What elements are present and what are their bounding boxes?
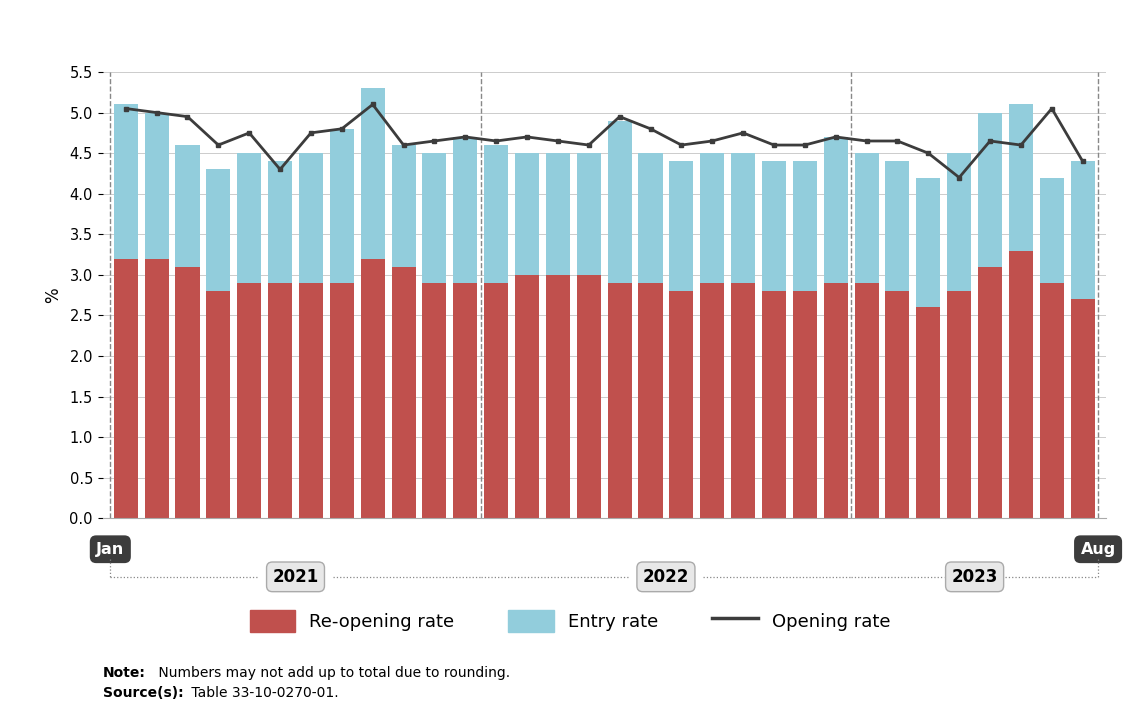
Text: Numbers may not add up to total due to rounding.: Numbers may not add up to total due to r… [154, 667, 510, 680]
Bar [731, 283, 755, 518]
Bar [206, 169, 230, 291]
Bar [638, 283, 662, 518]
Bar [423, 283, 447, 518]
Text: Aug: Aug [1081, 541, 1116, 557]
Bar [268, 161, 292, 283]
Text: Note:: Note: [103, 667, 146, 680]
Bar [762, 291, 785, 518]
Bar [638, 153, 662, 283]
Bar [792, 291, 817, 518]
Bar [1040, 283, 1064, 518]
Bar [515, 275, 539, 518]
Bar [360, 89, 384, 258]
Bar [176, 267, 200, 518]
Bar [917, 307, 940, 518]
Text: 2023: 2023 [952, 568, 998, 586]
Text: Source(s):: Source(s): [103, 686, 184, 700]
Bar [669, 161, 693, 291]
Bar [577, 275, 601, 518]
Bar [145, 258, 169, 518]
Bar [423, 153, 447, 283]
Bar [145, 112, 169, 258]
Bar [329, 129, 353, 283]
Bar [669, 291, 693, 518]
Bar [299, 283, 323, 518]
Bar [1009, 251, 1033, 518]
Bar [762, 161, 785, 291]
Bar [546, 275, 570, 518]
Bar [947, 291, 971, 518]
Bar [114, 258, 138, 518]
Bar [731, 153, 755, 283]
Bar [114, 104, 138, 258]
Bar [978, 112, 1002, 267]
Bar [515, 153, 539, 275]
Bar [391, 267, 416, 518]
Bar [176, 145, 200, 267]
Text: 2022: 2022 [643, 568, 689, 586]
Text: Table 33-10-0270-01.: Table 33-10-0270-01. [187, 686, 339, 700]
Bar [206, 291, 230, 518]
Bar [268, 283, 292, 518]
Y-axis label: %: % [44, 287, 63, 303]
Bar [484, 145, 508, 283]
Bar [1040, 178, 1064, 283]
Bar [391, 145, 416, 267]
Bar [1009, 104, 1033, 251]
Bar [454, 137, 478, 283]
Bar [978, 267, 1002, 518]
Bar [917, 178, 940, 307]
Bar [454, 283, 478, 518]
Bar [237, 283, 261, 518]
Bar [700, 283, 724, 518]
Bar [886, 291, 910, 518]
Bar [360, 258, 384, 518]
Bar [299, 153, 323, 283]
Bar [237, 153, 261, 283]
Bar [792, 161, 817, 291]
Text: 2021: 2021 [272, 568, 319, 586]
Bar [824, 283, 848, 518]
Bar [1070, 161, 1094, 300]
Bar [855, 153, 879, 283]
Bar [700, 153, 724, 283]
Text: Jan: Jan [96, 541, 124, 557]
Bar [484, 283, 508, 518]
Bar [608, 121, 632, 283]
Bar [824, 137, 848, 283]
Legend: Re-opening rate, Entry rate, Opening rate: Re-opening rate, Entry rate, Opening rat… [243, 603, 897, 639]
Bar [608, 283, 632, 518]
Bar [886, 161, 910, 291]
Bar [577, 153, 601, 275]
Bar [546, 153, 570, 275]
Bar [947, 153, 971, 291]
Bar [329, 283, 353, 518]
Bar [1070, 300, 1094, 518]
Bar [855, 283, 879, 518]
